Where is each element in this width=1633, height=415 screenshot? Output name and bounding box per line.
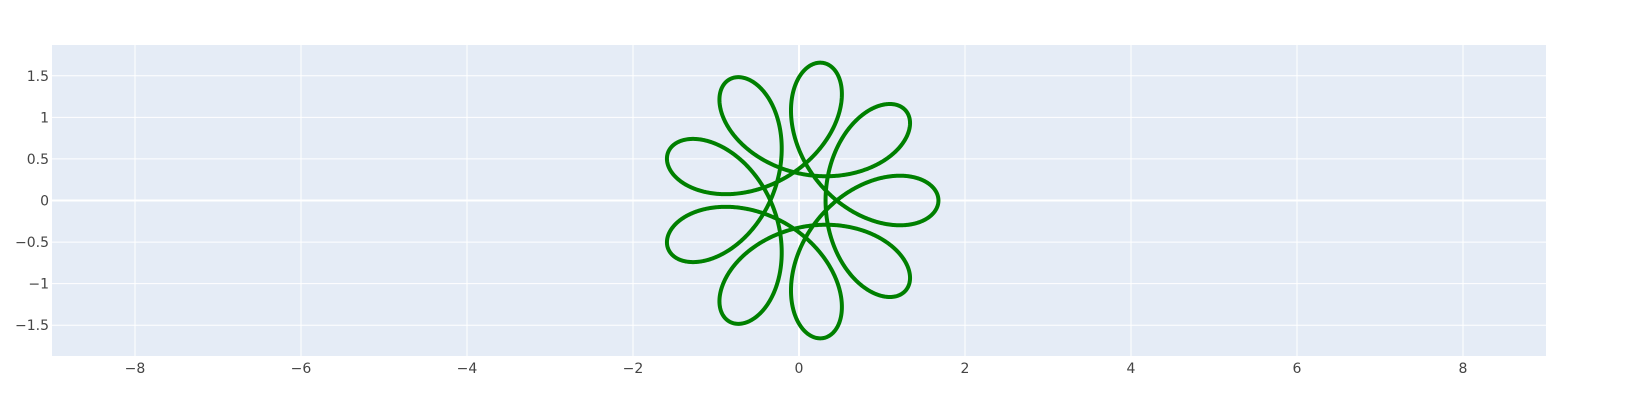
x-tick-label: 2 bbox=[961, 361, 970, 377]
series-layer bbox=[664, 60, 941, 341]
x-tick-label: 8 bbox=[1459, 361, 1468, 377]
x-tick-label: −2 bbox=[623, 361, 644, 377]
y-tick-label: 0.5 bbox=[27, 152, 49, 168]
y-tick-label: 1 bbox=[40, 110, 49, 126]
y-tick-label: −1.5 bbox=[15, 318, 49, 334]
y-tick-label: −1 bbox=[28, 277, 49, 293]
series-line bbox=[664, 60, 941, 341]
zero-lines bbox=[52, 45, 1546, 356]
x-tick-label: 4 bbox=[1127, 361, 1136, 377]
x-tick-label: 6 bbox=[1293, 361, 1302, 377]
x-tick-label: 0 bbox=[795, 361, 804, 377]
y-tick-label: 0 bbox=[40, 194, 49, 210]
y-tick-label: 1.5 bbox=[27, 69, 49, 85]
x-tick-label: −6 bbox=[291, 361, 312, 377]
x-tick-label: −4 bbox=[457, 361, 478, 377]
y-axis-ticks: −1.5 −1 −0.5 0 0.5 1 1.5 bbox=[15, 69, 49, 334]
x-axis-ticks: −8 −6 −4 −2 0 2 4 6 8 bbox=[125, 361, 1468, 377]
y-tick-label: −0.5 bbox=[15, 235, 49, 251]
x-tick-label: −8 bbox=[125, 361, 146, 377]
